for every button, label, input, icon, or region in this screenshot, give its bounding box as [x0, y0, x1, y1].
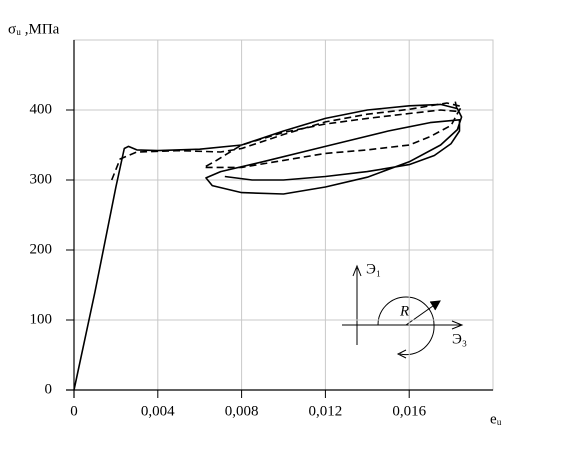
plot-frame — [73, 39, 494, 391]
x-tick-label: 0,012 — [309, 403, 343, 419]
y-tick-label: 200 — [30, 241, 53, 257]
inset-arrow — [396, 349, 407, 359]
x-tick-label: 0,016 — [392, 403, 426, 419]
inset-diagram — [342, 264, 464, 359]
x-tick-label: 0,008 — [225, 403, 259, 419]
data-line — [73, 103, 463, 391]
data-line — [110, 101, 463, 181]
y-tick-label: 300 — [30, 171, 53, 187]
y-tick-label: 100 — [30, 311, 53, 327]
annotation: Э₁ — [366, 261, 381, 277]
y-tick-label: 0 — [45, 381, 53, 397]
x-tick-label: 0 — [70, 403, 78, 419]
y-axis-label: σᵤ ,МПа — [8, 21, 60, 37]
inset-arrow — [451, 320, 464, 330]
annotation: R — [399, 303, 409, 319]
annotation: Э₃ — [452, 331, 467, 347]
x-axis-label: eᵤ — [490, 411, 502, 427]
y-tick-label: 400 — [30, 101, 53, 117]
inset-arrow — [429, 300, 441, 311]
inset-arc — [377, 296, 435, 356]
x-tick-label: 0,004 — [141, 403, 175, 419]
inset-arrow — [352, 264, 362, 277]
